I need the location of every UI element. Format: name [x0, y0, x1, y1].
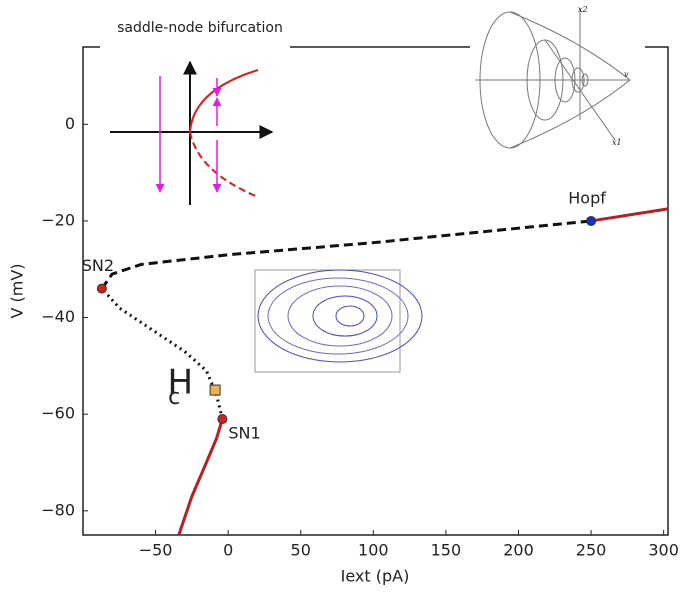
y-axis-label: V (mV)	[8, 263, 27, 318]
x-tick-label: 50	[291, 541, 311, 560]
x-tick-label: 250	[576, 541, 607, 560]
inset-label: v	[624, 70, 629, 79]
inset-limit-cycle	[242, 262, 423, 382]
bifurcation-point	[586, 215, 597, 226]
y-tick-label: −40	[41, 307, 75, 326]
inset-label: x2	[578, 5, 588, 14]
branch-line	[100, 219, 592, 290]
marks	[96, 207, 669, 536]
point-label: SN2	[82, 256, 114, 275]
point-label: SN1	[228, 424, 260, 443]
inset-saddle-node	[100, 40, 290, 208]
chart-title: saddle-node bifurcation	[117, 20, 283, 36]
y-tick-label: 0	[65, 114, 75, 133]
y-tick-label: −60	[41, 404, 75, 423]
plot-frame	[82, 46, 669, 536]
x-tick-label: 300	[648, 541, 679, 560]
point-label-subscript: c	[168, 385, 180, 410]
y-tick-label: −80	[41, 500, 75, 519]
branch-line	[590, 207, 669, 223]
x-tick-label: 150	[431, 541, 462, 560]
y-tick-label: −20	[41, 210, 75, 229]
inset-label: x1	[612, 138, 622, 147]
x-tick-label: 100	[358, 541, 389, 560]
bifurcation-point	[217, 414, 228, 425]
x-axis-label: Iext (pA)	[341, 567, 410, 586]
x-tick-label: 0	[223, 541, 233, 560]
point-label: Hopf	[568, 188, 606, 207]
branch-line	[100, 287, 224, 420]
bifurcation-point	[96, 283, 107, 294]
bifurcation-point	[209, 384, 221, 396]
branch-line	[177, 418, 224, 536]
point-label: H	[168, 363, 194, 403]
plot-area	[83, 123, 665, 535]
x-tick-label: −50	[139, 541, 173, 560]
inset-hopf-3d	[470, 0, 645, 150]
x-tick-label: 200	[503, 541, 534, 560]
